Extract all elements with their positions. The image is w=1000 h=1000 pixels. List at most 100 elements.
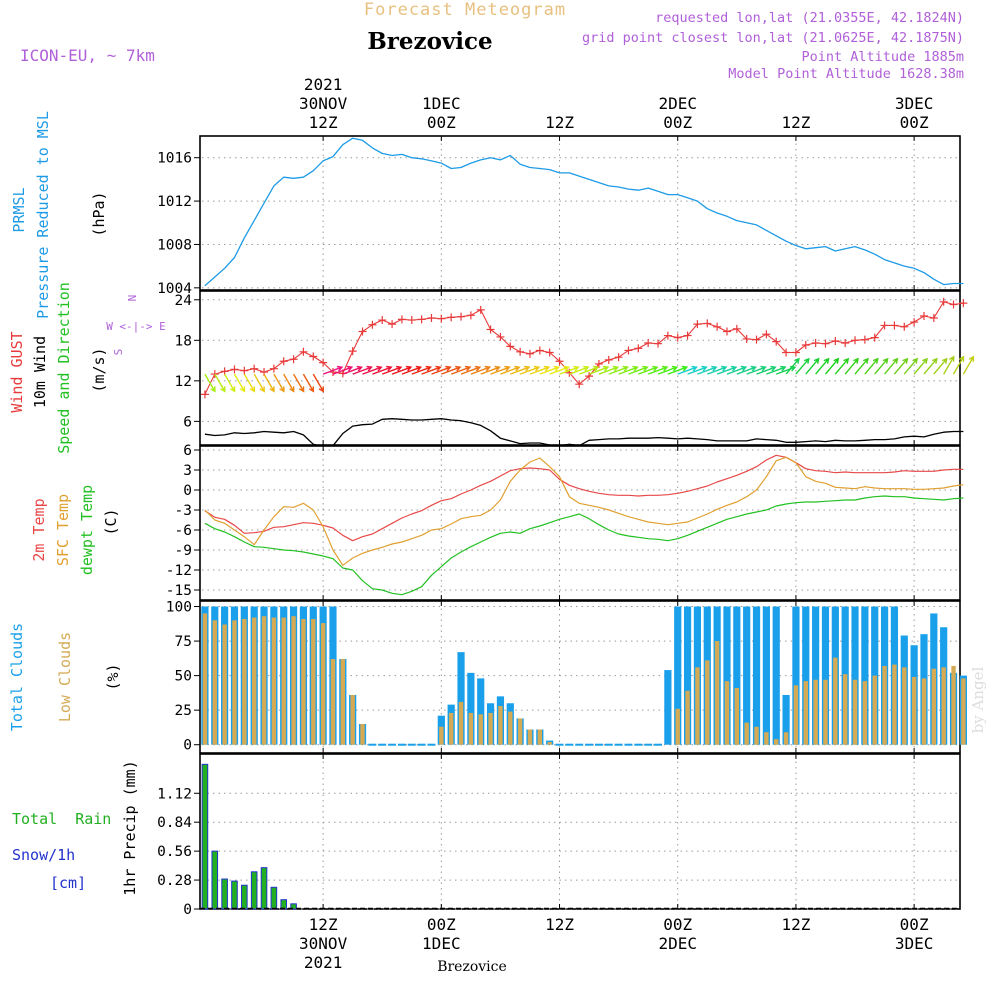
- gust-point: [289, 355, 298, 364]
- gust-point: [348, 347, 357, 356]
- wind-arrow: [588, 365, 610, 375]
- wind-arrow: [736, 365, 757, 375]
- time-label: 12Z: [781, 915, 810, 934]
- cloud-unit: (%): [104, 663, 122, 690]
- gust-point: [457, 312, 466, 321]
- total-cloud-bar: [782, 694, 790, 745]
- wind-arrow: [677, 365, 698, 375]
- low-cloud-bar: [311, 618, 316, 745]
- wind-arrow: [726, 365, 748, 375]
- total-clouds-label: Total Clouds: [8, 623, 26, 731]
- wind-arrow: [795, 357, 810, 375]
- precip-labels: Total Rain Snow/1h [cm] 1hr Precip (mm): [12, 760, 139, 895]
- time-label: 12Z: [545, 113, 574, 132]
- gust-point: [624, 346, 633, 355]
- low-cloud-bar: [961, 678, 966, 745]
- model-label: ICON-EU, ~ 7km: [20, 46, 155, 65]
- gust-point: [319, 358, 328, 367]
- low-cloud-bar: [734, 688, 740, 745]
- total-rain-label: Total Rain: [12, 810, 111, 828]
- time-label: 12Z: [781, 113, 810, 132]
- gust-point: [545, 348, 554, 357]
- rain-bar: [270, 886, 278, 910]
- wind-arrow: [401, 365, 423, 375]
- snow-label: Snow/1h: [12, 846, 75, 864]
- gust-point: [250, 364, 259, 373]
- sfc-temp-line: [204, 456, 964, 566]
- rain-bar: [231, 880, 238, 910]
- low-cloud-bar: [281, 617, 286, 745]
- wind-arrow: [913, 357, 928, 375]
- low-cloud-bar: [468, 712, 474, 745]
- gust-point: [772, 337, 781, 346]
- wind-arrow: [450, 365, 472, 375]
- wind-arrow: [510, 365, 531, 375]
- total-cloud-bar: [861, 606, 869, 745]
- rain-bar: [280, 899, 288, 910]
- gust-point: [279, 357, 288, 366]
- gust-point: [634, 344, 643, 353]
- low-cloud-bar: [852, 679, 858, 745]
- time-label: 2021: [304, 953, 343, 972]
- rain-bar: [201, 763, 209, 910]
- low-cloud-bar: [508, 711, 513, 745]
- low-cloud-bar: [803, 681, 808, 745]
- wind-arrow: [638, 365, 659, 375]
- low-cloud-bar: [951, 665, 956, 745]
- low-cloud-bar: [320, 623, 326, 745]
- gust-point: [407, 316, 416, 325]
- y-tick-label: 1.12: [157, 786, 192, 802]
- y-tick-label: 0: [183, 483, 192, 499]
- low-cloud-bar: [842, 674, 848, 745]
- wind-arrow: [263, 373, 275, 393]
- gust-point: [220, 367, 229, 376]
- y-tick-label: 0: [183, 902, 192, 918]
- time-label: 3DEC: [895, 934, 934, 953]
- wind-arrow: [322, 365, 344, 375]
- gust-point: [486, 325, 495, 334]
- total-cloud-bar: [723, 606, 731, 745]
- y-tick-label: -3: [175, 503, 192, 519]
- rain-bar: [241, 884, 248, 910]
- gust-point: [752, 335, 761, 344]
- wind-arrow: [766, 365, 787, 375]
- total-cloud-bar: [752, 606, 761, 745]
- low-cloud-bar: [242, 618, 247, 745]
- point-altitude: Point Altitude 1885m: [801, 49, 964, 65]
- low-cloud-bar: [764, 732, 769, 745]
- time-label: 12Z: [545, 915, 574, 934]
- wind-arrow: [549, 365, 570, 375]
- pressure-line: [204, 137, 964, 287]
- low-cloud-bar: [212, 620, 217, 745]
- low-cloud-bar: [202, 613, 208, 745]
- low-cloud-bar: [872, 675, 877, 745]
- wind-arrow: [372, 365, 393, 375]
- wind-arrow: [421, 365, 442, 375]
- panel-frame: [199, 135, 961, 291]
- wind-arrow: [204, 373, 216, 393]
- temp-unit: (C): [102, 508, 120, 535]
- gust-point: [870, 333, 879, 342]
- low-cloud-bar: [350, 694, 355, 745]
- low-cloud-bar: [941, 667, 946, 745]
- wind-arrow: [223, 373, 236, 393]
- gust-point: [919, 311, 928, 320]
- gust-point: [860, 335, 869, 344]
- wind-arrow: [933, 357, 948, 375]
- gust-point: [210, 370, 219, 379]
- model-altitude: Model Point Altitude 1628.38m: [728, 66, 964, 82]
- wind-arrow: [844, 357, 859, 375]
- gust-point: [841, 339, 850, 348]
- gust-point: [722, 327, 731, 336]
- low-cloud-bar: [261, 616, 267, 745]
- gust-point: [309, 352, 318, 361]
- wind-arrow: [687, 365, 708, 375]
- y-tick-label: 0: [183, 738, 192, 754]
- gust-point: [673, 333, 682, 342]
- low-cloud-bar: [527, 729, 533, 745]
- wind-arrow: [470, 365, 492, 375]
- gust-point: [397, 315, 406, 324]
- y-tick-label: 1004: [157, 281, 192, 297]
- wind-arrow: [608, 365, 629, 375]
- time-label: 00Z: [900, 113, 929, 132]
